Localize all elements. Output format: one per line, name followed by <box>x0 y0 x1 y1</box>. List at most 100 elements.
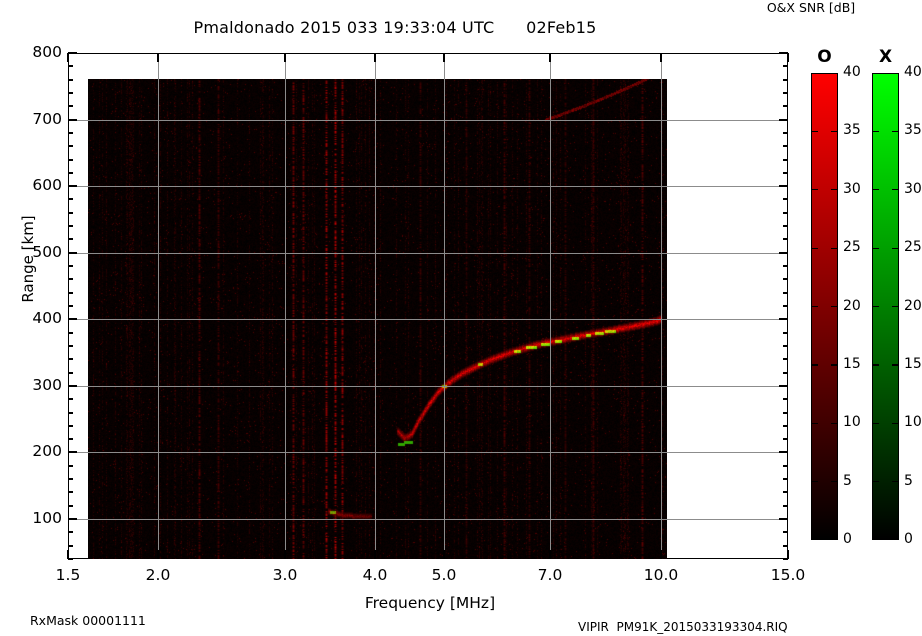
colorbar-tick <box>831 364 838 366</box>
y-axis-minor-tick <box>783 238 788 240</box>
y-axis-tick <box>68 385 77 387</box>
colorbar-tick <box>811 247 818 249</box>
colorbar-tick <box>872 189 879 191</box>
colorbar-x-heading: X <box>878 47 893 67</box>
y-axis-minor-tick <box>783 438 788 440</box>
y-axis-minor-tick <box>68 491 73 493</box>
colorbar-tick-label: 0 <box>904 531 913 547</box>
x-tick-label: 3.0 <box>272 566 298 584</box>
y-axis-minor-tick <box>783 372 788 374</box>
y-axis-minor-tick <box>68 332 73 334</box>
y-axis-minor-tick <box>783 198 788 200</box>
y-axis-minor-tick <box>783 65 788 67</box>
y-axis-minor-tick <box>68 425 73 427</box>
y-axis-tick <box>68 252 77 254</box>
y-axis-minor-tick <box>783 465 788 467</box>
y-axis-tick <box>779 52 788 54</box>
y-axis-minor-tick <box>68 345 73 347</box>
y-axis-minor-tick <box>783 105 788 107</box>
colorbar-tick <box>872 422 879 424</box>
y-axis-minor-tick <box>68 225 73 227</box>
colorbar-tick-label: 10 <box>904 414 922 431</box>
colorbar-tick <box>892 247 899 249</box>
colorbar-tick <box>892 189 899 191</box>
gridline-horizontal <box>69 319 788 320</box>
x-tick-label: 15.0 <box>770 566 806 584</box>
y-axis-minor-tick <box>783 531 788 533</box>
y-axis-minor-tick <box>783 478 788 480</box>
colorbar-tick <box>811 422 818 424</box>
x-tick-label: 10.0 <box>643 566 679 584</box>
y-tick-label: 600 <box>32 176 62 194</box>
colorbar-tick <box>892 422 899 424</box>
gridline-vertical <box>550 54 551 559</box>
y-axis-tick <box>779 185 788 187</box>
y-axis-minor-tick <box>68 212 73 214</box>
x-axis-tick <box>67 53 69 62</box>
y-tick-label: 300 <box>32 376 62 394</box>
colorbar-title: O&X SNR [dB] <box>766 0 856 15</box>
x-axis-tick <box>549 53 551 62</box>
x-axis-label: Frequency [MHz] <box>364 594 496 612</box>
y-axis-minor-tick <box>783 425 788 427</box>
y-axis-tick <box>68 518 77 520</box>
x-axis-tick <box>157 53 159 62</box>
x-axis-tick <box>284 550 286 559</box>
x-tick-label: 5.0 <box>431 566 457 584</box>
y-axis-minor-tick <box>783 412 788 414</box>
x-tick-label: 7.0 <box>537 566 563 584</box>
gridline-vertical <box>661 54 662 559</box>
y-axis-tick <box>779 318 788 320</box>
y-axis-minor-tick <box>68 238 73 240</box>
rxmask-label: RxMask 00001111 <box>30 613 146 628</box>
colorbar-tick <box>831 130 838 133</box>
colorbar-tick <box>811 189 818 191</box>
y-axis-minor-tick <box>68 545 73 547</box>
y-axis-minor-tick <box>783 292 788 294</box>
colorbar-tick <box>831 305 838 308</box>
y-axis-minor-tick <box>68 92 73 94</box>
y-axis-minor-tick <box>68 145 73 147</box>
y-axis-minor-tick <box>783 145 788 147</box>
colorbar-o-heading: O <box>817 47 832 67</box>
gridline-vertical <box>285 54 286 559</box>
gridline-vertical <box>375 54 376 559</box>
x-axis-tick <box>443 53 445 62</box>
y-axis-minor-tick <box>783 505 788 507</box>
colorbar-tick-label: 15 <box>843 355 861 372</box>
y-axis-minor-tick <box>783 398 788 400</box>
x-axis-tick <box>660 53 662 62</box>
colorbar-tick-label: 20 <box>843 297 861 314</box>
y-axis-minor-tick <box>68 172 73 174</box>
y-axis-minor-tick <box>783 491 788 493</box>
colorbar-tick <box>831 189 838 191</box>
y-axis-minor-tick <box>68 198 73 200</box>
colorbar-tick <box>892 481 899 483</box>
y-axis-label: Range [km] <box>19 215 37 303</box>
colorbar-tick <box>872 130 879 133</box>
y-axis-minor-tick <box>783 92 788 94</box>
colorbar-tick <box>892 305 899 308</box>
gridline-horizontal <box>69 452 788 453</box>
y-axis-tick <box>68 119 77 121</box>
y-axis-minor-tick <box>68 531 73 533</box>
colorbar-tick-label: 25 <box>843 239 861 256</box>
y-axis-minor-tick <box>68 478 73 480</box>
colorbar-tick <box>811 130 818 133</box>
colorbar-tick <box>892 130 899 133</box>
x-axis-tick <box>443 550 445 559</box>
y-axis-tick <box>779 451 788 453</box>
y-axis-minor-tick <box>783 225 788 227</box>
y-axis-minor-tick <box>68 372 73 374</box>
gridline-horizontal <box>69 253 788 254</box>
y-axis-minor-tick <box>783 545 788 547</box>
y-axis-minor-tick <box>68 305 73 307</box>
y-axis-minor-tick <box>68 505 73 507</box>
y-axis-tick <box>68 185 77 187</box>
y-axis-tick <box>779 518 788 520</box>
y-axis-minor-tick <box>68 278 73 280</box>
y-tick-label: 500 <box>32 243 62 261</box>
y-axis-minor-tick <box>68 292 73 294</box>
y-axis-minor-tick <box>68 358 73 360</box>
x-tick-label: 1.5 <box>55 566 81 584</box>
